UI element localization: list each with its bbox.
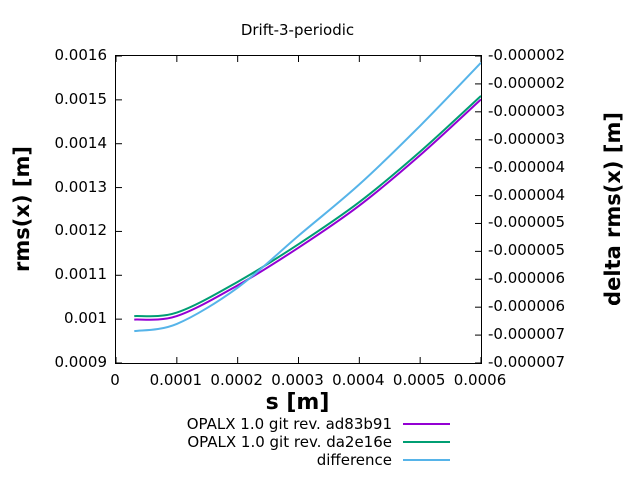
legend-line-sample [403,459,450,461]
right-axis-title-text: delta rms(x) [m] [601,111,625,306]
x-axis-title: s [m] [265,390,330,415]
left-axis-tick-labels: 0.0009 0.001 0.0011 0.0012 0.0013 0.0014 0.001… [8,46,108,371]
y-right-tick-label: -0.000003 [488,129,565,148]
x-tick-label: 0 [110,371,120,389]
legend-label: OPALX 1.0 git rev. ad83b91 [186,415,392,433]
y-left-tick-label: 0.0015 [54,89,108,108]
legend-line-sample [403,423,450,425]
y-left-tick-label: 0.001 [64,309,107,328]
x-tick-label: 0.0006 [453,371,507,389]
series-curve-0 [134,98,481,321]
plot-svg [116,56,481,363]
x-tick-label: 0.0005 [392,371,446,389]
legend-label: difference [316,451,392,469]
y-left-tick-label: 0.0009 [54,353,108,371]
y-left-tick-label: 0.0011 [54,265,108,284]
x-tick-label: 0.0003 [271,371,324,389]
y-left-tick-label: 0.0012 [54,221,108,240]
legend: OPALX 1.0 git rev. ad83b91 OPALX 1.0 git… [115,415,455,469]
y-left-tick-label: 0.0016 [54,46,108,64]
y-right-tick-label: -0.000007 [488,353,565,371]
x-axis-tick-labels: 0 0.0001 0.0002 0.0003 0.0004 0.0005 0.0006 [110,369,506,389]
right-axis-tick-labels: -0.000002 -0.000002 -0.000003 -0.000003 -0.0… [488,46,598,371]
legend-line-sample [403,441,450,443]
y-left-tick-label: 0.0014 [54,133,108,152]
y-right-tick-label: -0.000003 [488,101,565,120]
chart-title: Drift-3-periodic [240,21,355,39]
y-right-tick-label: -0.000005 [488,213,565,232]
series-curve-2 [134,62,481,333]
y-right-tick-label: -0.000006 [488,297,565,316]
y-right-tick-label: -0.000006 [488,269,565,288]
y-right-tick-label: -0.000002 [488,73,565,92]
y-right-tick-label: -0.000004 [488,157,565,176]
y-left-tick-label: 0.0013 [54,177,108,196]
y-right-tick-label: -0.000002 [488,46,565,64]
legend-item: difference [115,451,455,469]
legend-label: OPALX 1.0 git rev. da2e16e [187,433,392,451]
x-tick-label: 0.0001 [149,371,203,389]
series-curve-1 [134,95,481,318]
legend-item: OPALX 1.0 git rev. da2e16e [115,433,455,451]
y-right-tick-label: -0.000005 [488,241,565,260]
y-right-tick-label: -0.000007 [488,325,565,344]
y-right-tick-label: -0.000004 [488,185,565,204]
legend-item: OPALX 1.0 git rev. ad83b91 [115,415,455,433]
x-tick-label: 0.0002 [210,371,263,389]
plot-area [115,55,482,364]
x-tick-label: 0.0004 [332,371,385,389]
